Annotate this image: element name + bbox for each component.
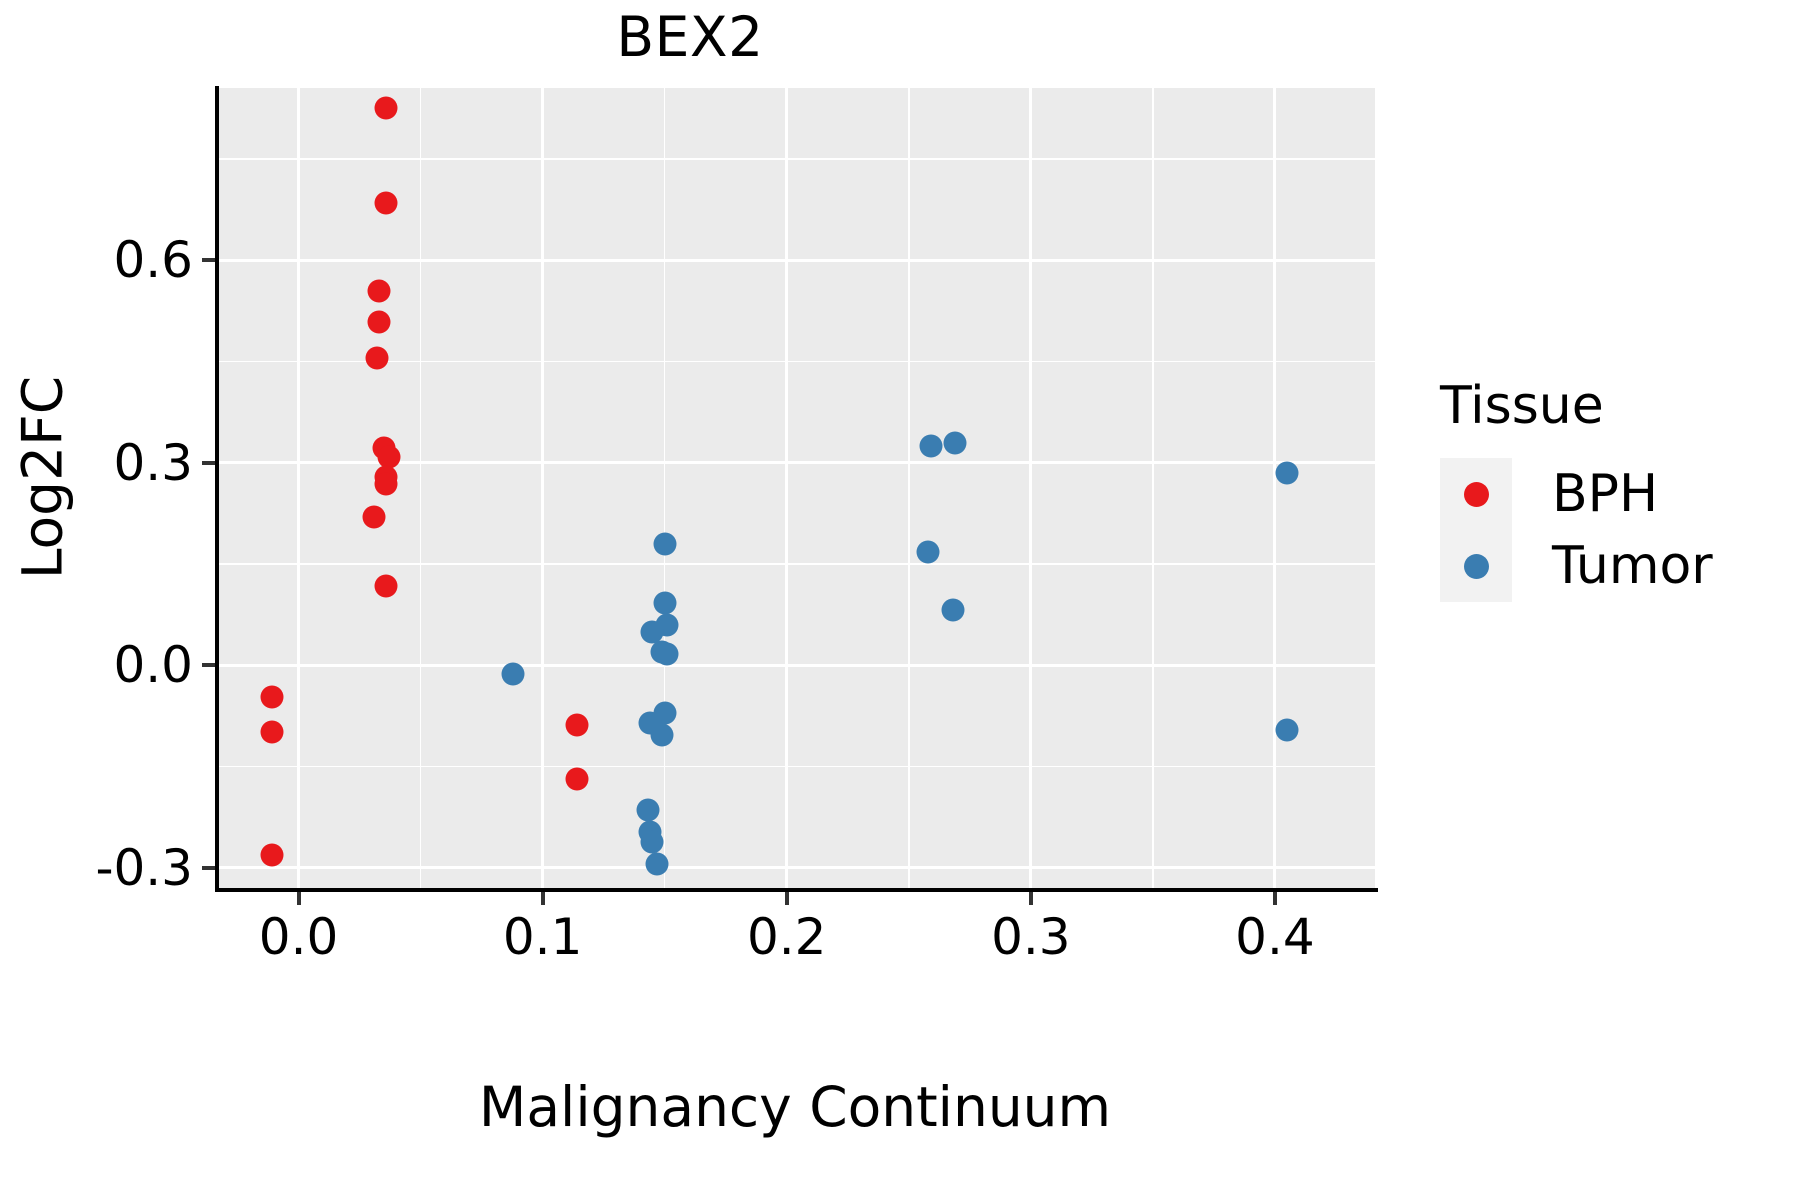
y-axis-tick-label: 0.6: [113, 231, 193, 290]
page-title: BEX2: [616, 5, 764, 69]
data-point-bph[interactable]: [565, 767, 589, 791]
bph-point-icon: [1463, 481, 1489, 507]
gridline-major-vertical: [541, 88, 545, 888]
gridline-minor-horizontal: [218, 158, 1375, 160]
gridline-minor-vertical: [907, 88, 910, 888]
x-axis-tick: [296, 892, 301, 905]
y-axis-line: [215, 86, 219, 892]
x-axis-tick-label: 0.3: [991, 908, 1071, 966]
gridline-minor-horizontal: [218, 360, 1375, 363]
gridline-minor-horizontal: [218, 765, 1375, 768]
data-point-tumor[interactable]: [640, 620, 664, 644]
data-point-bph[interactable]: [362, 505, 386, 529]
data-point-bph[interactable]: [374, 96, 398, 120]
x-axis-tick-label: 0.1: [502, 908, 583, 966]
data-point-bph[interactable]: [260, 685, 284, 709]
legend-title: Tissue: [1440, 376, 1604, 436]
gridline-major-horizontal: [218, 866, 1375, 870]
legend-label-bph: BPH: [1552, 464, 1659, 524]
data-point-tumor[interactable]: [653, 591, 677, 615]
x-axis-tick: [540, 892, 545, 905]
x-axis-tick: [784, 892, 789, 905]
data-point-bph[interactable]: [367, 310, 391, 334]
y-axis-tick-label: 0.0: [113, 636, 193, 695]
gridline-minor-vertical: [1152, 88, 1154, 888]
tumor-point-icon: [1463, 553, 1489, 579]
plot-panel: [218, 88, 1375, 888]
data-point-tumor[interactable]: [636, 798, 660, 822]
gridline-major-horizontal: [218, 461, 1375, 465]
data-point-tumor[interactable]: [943, 431, 967, 455]
legend-key-bph: [1440, 458, 1512, 530]
data-point-tumor[interactable]: [941, 598, 965, 622]
gridline-minor-vertical: [663, 88, 666, 888]
legend-key-tumor: [1440, 530, 1512, 602]
data-point-tumor[interactable]: [655, 642, 679, 666]
gridline-major-vertical: [1029, 88, 1033, 888]
legend: Tissue BPH Tumor: [1440, 380, 1780, 602]
gridline-minor-vertical: [419, 88, 422, 888]
legend-item-tumor[interactable]: Tumor: [1440, 530, 1780, 602]
x-axis-tick-label: 0.0: [258, 908, 339, 966]
gridline-minor-horizontal: [218, 563, 1375, 565]
data-point-bph[interactable]: [374, 574, 398, 598]
x-axis-tick-label: 0.2: [746, 908, 827, 966]
gridline-major-horizontal: [218, 258, 1375, 262]
data-point-tumor[interactable]: [1275, 461, 1299, 485]
y-axis-tick-label: 0.3: [113, 433, 193, 492]
gridline-major-horizontal: [218, 663, 1375, 667]
data-point-bph[interactable]: [565, 713, 589, 737]
gridline-major-vertical: [785, 88, 789, 888]
data-point-tumor[interactable]: [501, 662, 525, 686]
y-axis-tick-label: -0.3: [95, 838, 193, 897]
y-axis-tick: [202, 258, 215, 263]
y-axis-tick: [202, 460, 215, 465]
data-point-bph[interactable]: [374, 191, 398, 215]
x-axis-tick: [1028, 892, 1033, 905]
data-point-tumor[interactable]: [653, 532, 677, 556]
data-point-tumor[interactable]: [645, 852, 669, 876]
x-axis-tick: [1272, 892, 1277, 905]
data-point-tumor[interactable]: [650, 723, 674, 747]
gridline-major-vertical: [297, 88, 301, 888]
legend-label-tumor: Tumor: [1552, 536, 1713, 596]
x-axis-tick-label: 0.4: [1235, 908, 1315, 966]
data-point-bph[interactable]: [260, 720, 284, 744]
data-point-tumor[interactable]: [916, 540, 940, 564]
legend-item-bph[interactable]: BPH: [1440, 458, 1780, 530]
y-axis-tick: [202, 663, 215, 668]
data-point-bph[interactable]: [260, 843, 284, 867]
data-point-bph[interactable]: [367, 279, 391, 303]
x-axis-line: [215, 888, 1378, 892]
data-point-tumor[interactable]: [1275, 718, 1299, 742]
x-axis-title: Malignancy Continuum: [478, 1075, 1112, 1139]
y-axis-tick: [202, 865, 215, 870]
data-point-tumor[interactable]: [919, 434, 943, 458]
gridline-major-vertical: [1273, 88, 1277, 888]
data-point-tumor[interactable]: [640, 830, 664, 854]
data-point-bph[interactable]: [374, 472, 398, 496]
data-point-bph[interactable]: [377, 445, 401, 469]
data-point-bph[interactable]: [365, 346, 389, 370]
